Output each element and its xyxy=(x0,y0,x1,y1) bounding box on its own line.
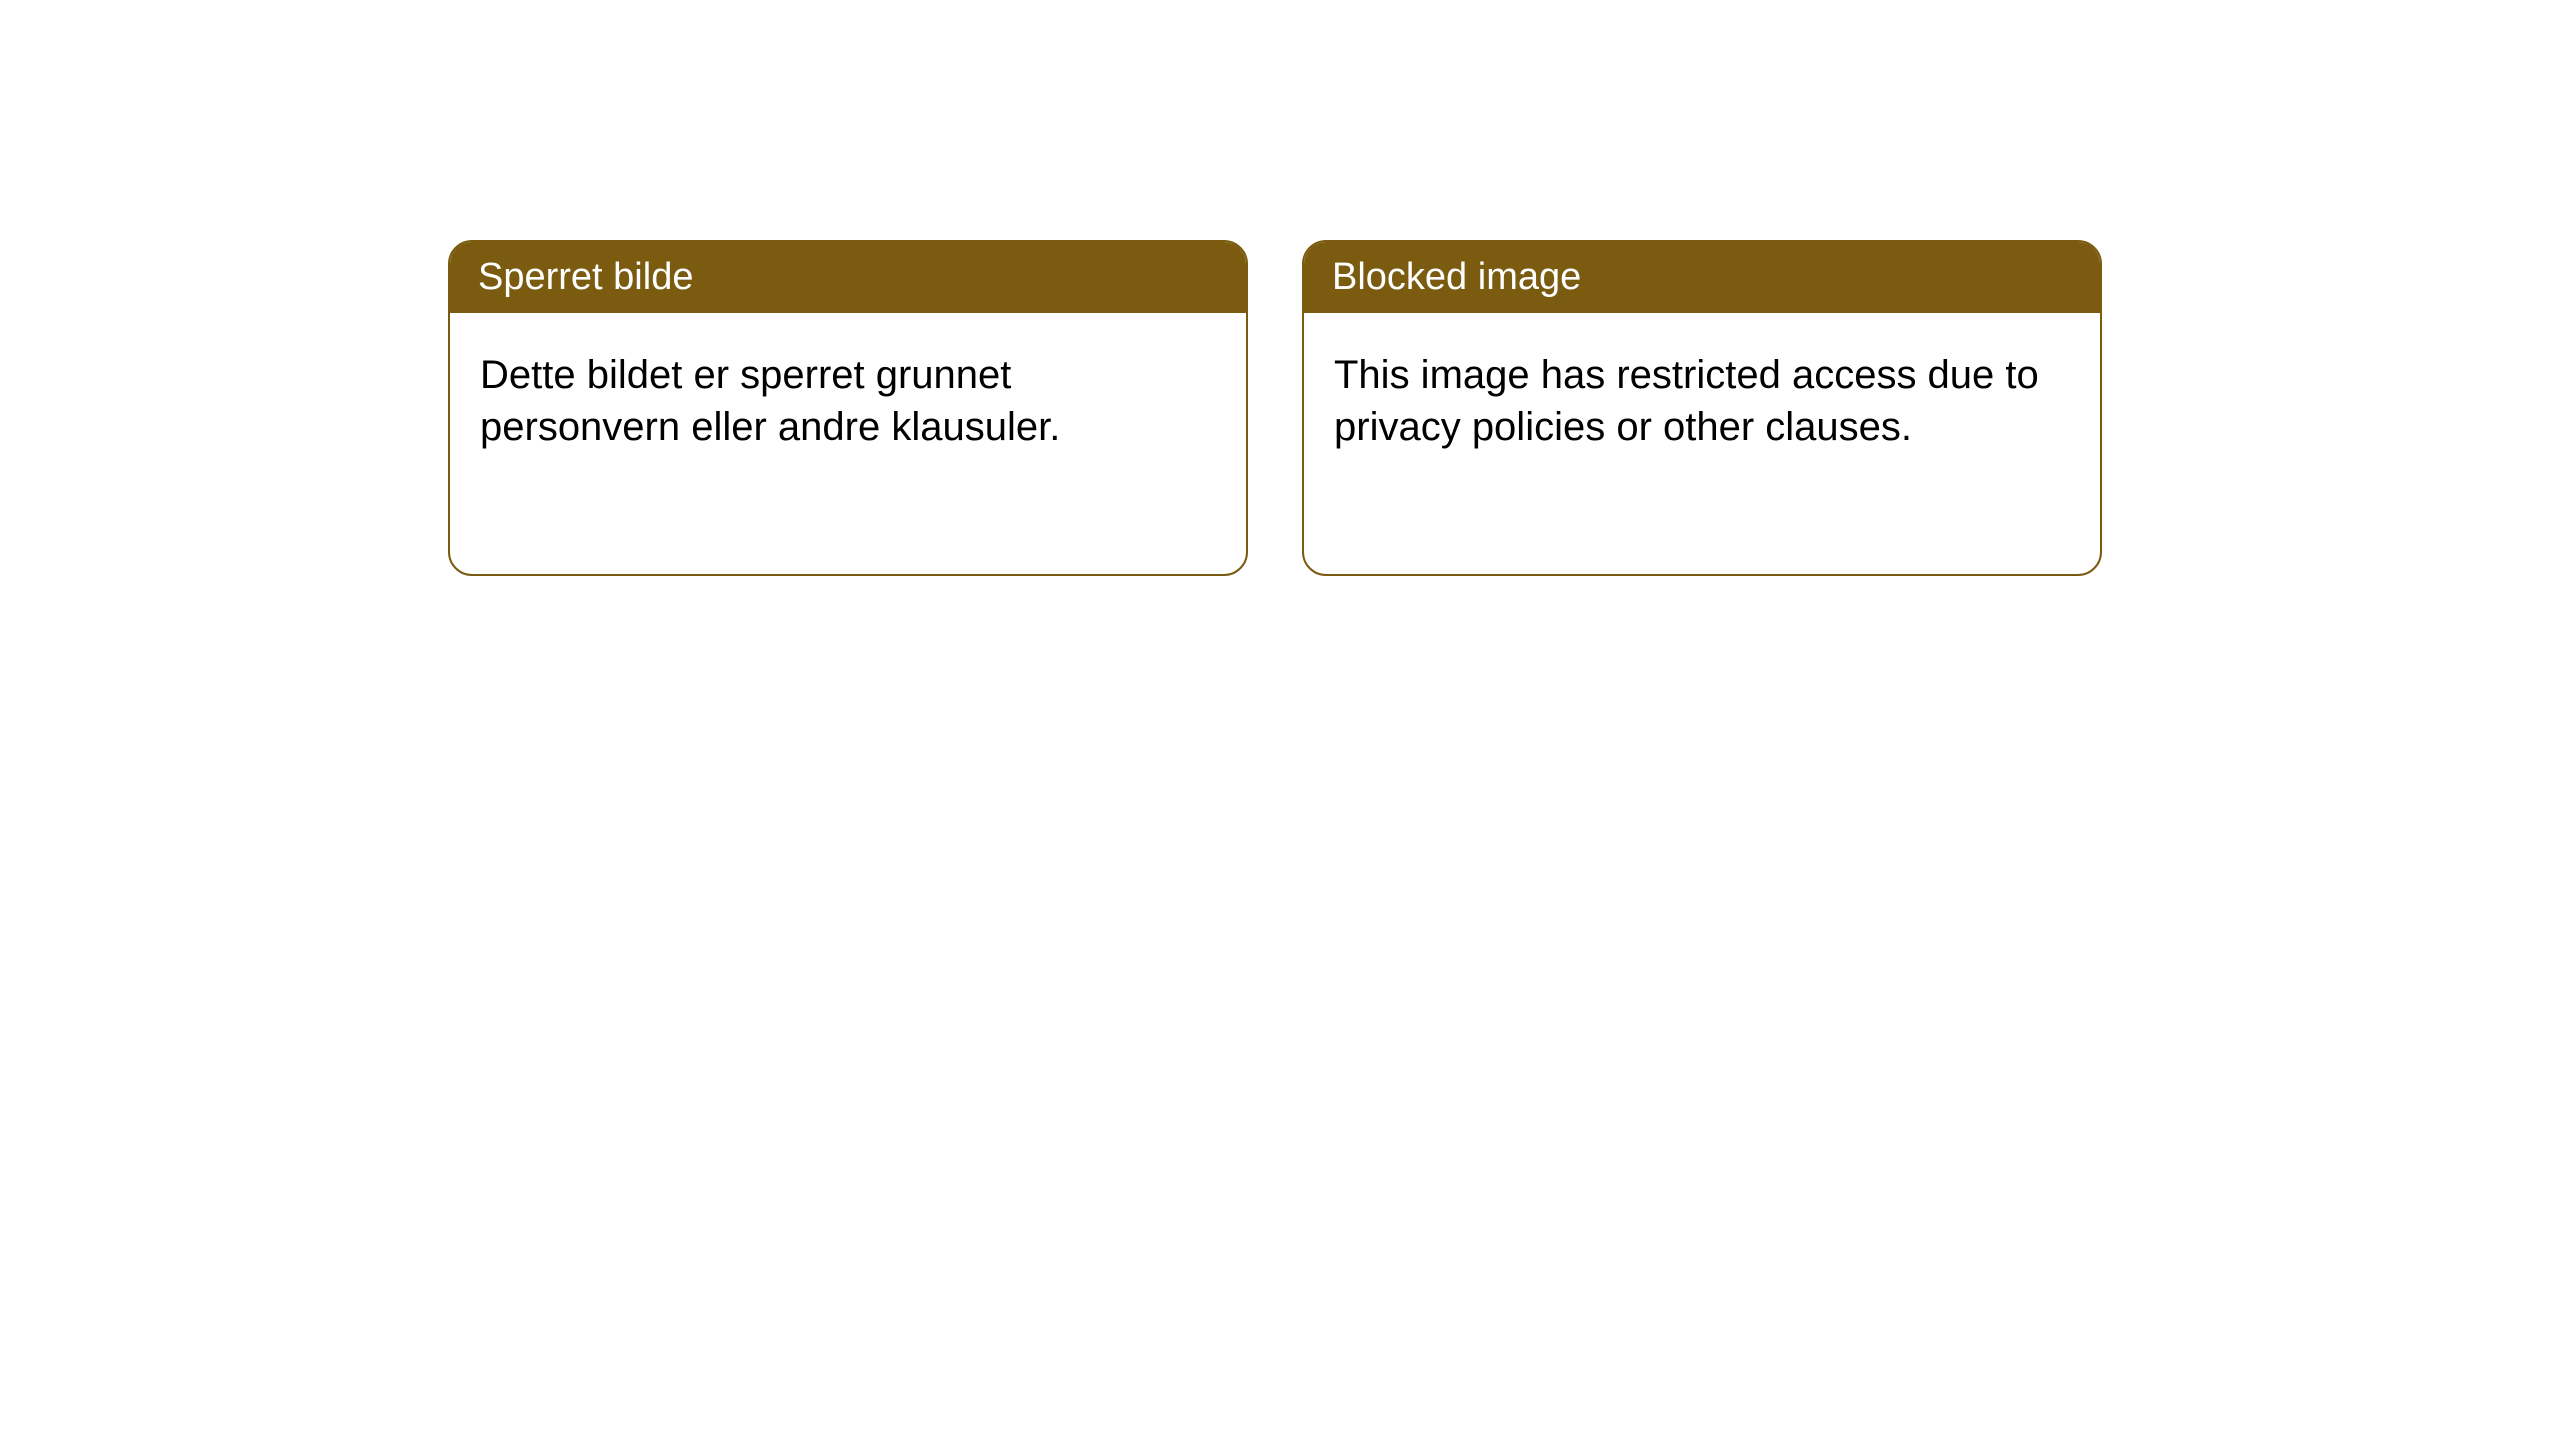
card-header-text: Sperret bilde xyxy=(478,256,693,298)
card-body-text: This image has restricted access due to … xyxy=(1334,353,2039,449)
card-header-text: Blocked image xyxy=(1332,256,1581,298)
card-header-no: Sperret bilde xyxy=(450,242,1246,313)
blocked-image-card-en: Blocked image This image has restricted … xyxy=(1302,240,2102,576)
blocked-image-card-no: Sperret bilde Dette bildet er sperret gr… xyxy=(448,240,1248,576)
cards-container: Sperret bilde Dette bildet er sperret gr… xyxy=(0,0,2560,576)
card-body-en: This image has restricted access due to … xyxy=(1304,313,2100,489)
card-body-text: Dette bildet er sperret grunnet personve… xyxy=(480,353,1060,449)
card-body-no: Dette bildet er sperret grunnet personve… xyxy=(450,313,1246,489)
card-header-en: Blocked image xyxy=(1304,242,2100,313)
